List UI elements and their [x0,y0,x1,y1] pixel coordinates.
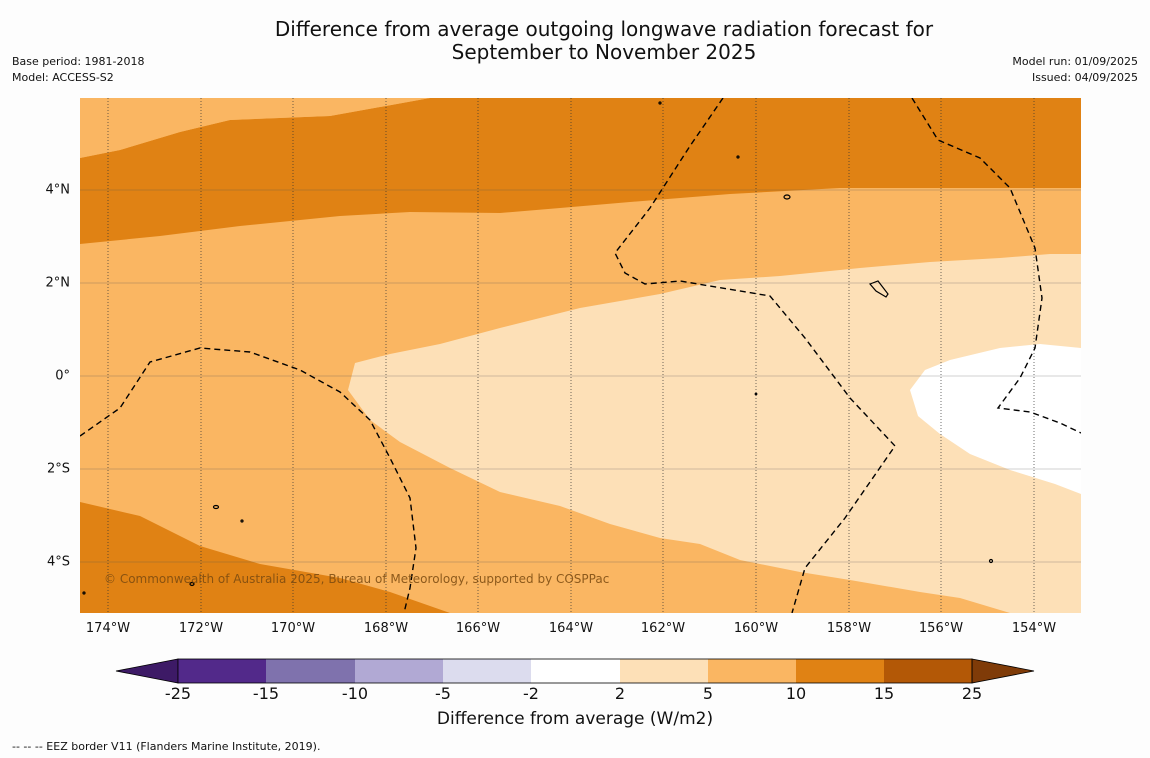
colorbar-segment [531,659,620,683]
lon-label-160w: 160°W [733,621,779,636]
region-5-10-north [80,98,430,158]
lon-label-170w: 170°W [270,621,316,636]
island-outline [189,581,195,587]
colorbar-tick: -5 [435,684,451,703]
island-outline [868,280,889,298]
island-outline [240,519,244,523]
lon-label-164w: 164°W [548,621,594,636]
island-outline [82,591,86,595]
lon-label-168w: 168°W [363,621,409,636]
region-10-15-south [80,502,450,613]
colorbar-tick: -2 [523,684,539,703]
colorbar-frame [177,658,973,684]
islands [82,101,994,595]
colorbar-tick: -25 [164,684,192,703]
island-outline [736,155,740,159]
copyright-notice: © Commonwealth of Australia 2025, Bureau… [104,572,610,586]
olr-anomaly-map [79,97,1082,614]
lon-label-158w: 158°W [826,621,872,636]
island-outline [754,392,758,396]
colorbar-segment [443,659,531,683]
colorbar-tick: 5 [702,684,714,703]
island-outline [658,101,662,105]
colorbar-tick: 25 [961,684,983,703]
colorbar-tick: 10 [785,684,807,703]
eez-border-line-islands-east [911,97,1082,434]
eez-border-kiribati-gilbert [79,347,417,614]
issued-date: Issued: 04/09/2025 [1031,71,1138,84]
model-run: Model run: 01/09/2025 [1012,55,1138,68]
colorbar-tick: 2 [614,684,626,703]
lon-label-166w: 166°W [455,621,501,636]
colorbar-arrow-high [971,658,1035,684]
eez-footnote: -- -- -- EEZ border V11 (Flanders Marine… [12,740,321,753]
eez-borders [79,97,1082,614]
island-outline [783,194,791,200]
colorbar-tick: -15 [252,684,280,703]
base-period: Base period: 1981-2018 [12,55,145,68]
colorbar-arrow-low [115,658,179,684]
region-2-5 [348,254,1081,613]
meridians [107,98,1035,613]
island-outline [212,504,220,510]
region-10-15-north [80,98,1081,244]
graticule [80,189,1081,563]
map-area: © Commonwealth of Australia 2025, Bureau… [79,97,1082,614]
lon-label-172w: 172°W [178,621,224,636]
colorbar-segment [266,659,355,683]
colorbar [115,658,1035,684]
colorbar-segment [884,659,972,683]
model-name: Model: ACCESS-S2 [12,71,114,84]
lat-label-2n: 2°N [45,275,71,291]
colorbar-segment [620,659,708,683]
colorbar-tick: 15 [873,684,895,703]
region-neutral [910,344,1081,494]
island-outline [988,558,994,564]
lat-label-4n: 4°N [45,182,71,198]
meta-left: Base period: 1981-2018 Model: ACCESS-S2 [12,54,144,86]
lon-label-156w: 156°W [918,621,964,636]
colorbar-segment [796,659,884,683]
lon-label-174w: 174°W [85,621,131,636]
colorbar-tick: -10 [341,684,369,703]
lat-label-4s: 4°S [46,554,70,570]
lat-label-2s: 2°S [46,461,70,477]
lon-label-154w: 154°W [1011,621,1057,636]
meta-right: Model run: 01/09/2025 Issued: 04/09/2025 [1012,54,1138,86]
colorbar-label: Difference from average (W/m2) [436,709,714,729]
map-title: Difference from average outgoing longwav… [274,17,934,64]
colorbar-segment [178,659,266,683]
colorbar-segment [708,659,796,683]
eez-border-line-islands-north [614,97,896,614]
colorbar-segment [355,659,443,683]
lat-label-0: 0° [55,368,70,384]
lon-label-162w: 162°W [640,621,686,636]
